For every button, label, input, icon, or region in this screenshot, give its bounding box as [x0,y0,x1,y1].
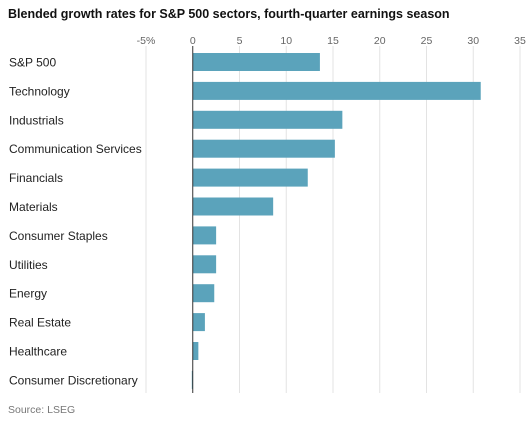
category-label: Industrials [9,113,64,127]
bar [192,139,335,158]
bar [192,168,308,187]
bar [192,342,199,360]
category-label: Utilities [9,258,48,272]
bar [192,81,481,100]
category-label: Materials [9,200,58,214]
bars [191,53,481,389]
x-tick-label: 5 [237,35,243,47]
x-tick-label: 20 [374,35,386,47]
x-tick-label: 10 [280,35,292,47]
category-label: Financials [9,171,63,185]
category-label: Real Estate [9,316,71,330]
x-tick-label: -5% [137,35,156,47]
source-note: Source: LSEG [8,404,76,416]
category-label: Technology [9,84,70,98]
x-axis-ticks: -5% 0 5 10 15 20 25 30 35 [137,35,526,47]
bar [192,313,205,332]
category-label: Consumer Staples [9,229,108,243]
x-tick-label: 15 [327,35,339,47]
chart-title: Blended growth rates for S&P 500 sectors… [8,7,450,21]
category-label: Communication Services [9,142,142,156]
bar [192,255,217,274]
category-label: Consumer Discretionary [9,373,138,387]
bar [192,110,343,129]
x-tick-label: 35 [514,35,526,47]
category-label: Energy [9,287,47,301]
bar [192,197,274,216]
category-labels: S&P 500 Technology Industrials Communicatio… [9,56,142,388]
category-label: S&P 500 [9,56,56,70]
bar [192,53,320,71]
x-tick-label: 30 [467,35,479,47]
x-tick-label: 25 [421,35,433,47]
x-tick-label: 0 [190,35,196,47]
bar [192,226,217,245]
category-label: Healthcare [9,345,67,359]
bar [192,284,215,303]
gridlines [145,46,521,393]
